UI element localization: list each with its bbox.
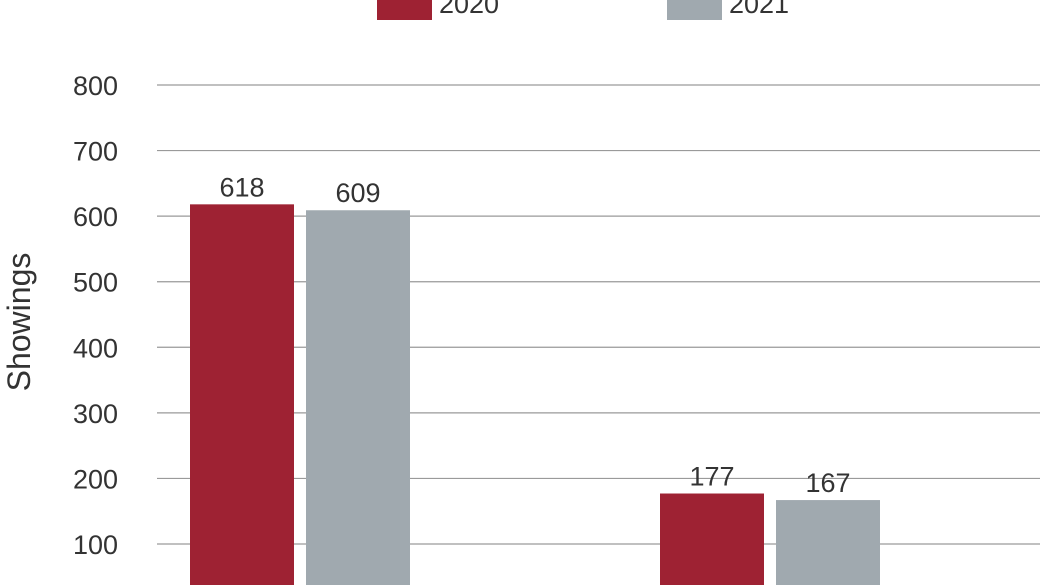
y-axis-ticks: 100 200 300 400 500 600 700 800 <box>73 71 118 560</box>
bars <box>190 204 880 585</box>
legend-swatch-2020 <box>377 0 432 20</box>
bar-2021-1 <box>306 210 410 585</box>
gridlines <box>157 84 1040 545</box>
data-label: 609 <box>335 178 380 208</box>
bar-2020-2 <box>660 493 764 585</box>
y-tick-label: 800 <box>73 71 118 101</box>
y-axis-label: Showings <box>1 253 37 392</box>
legend: 2020 2021 <box>377 0 789 20</box>
data-labels: 618 177 609 167 <box>219 172 850 498</box>
legend-label: 2021 <box>729 0 789 19</box>
y-tick-label: 700 <box>73 137 118 167</box>
y-tick-label: 600 <box>73 202 118 232</box>
legend-swatch-2021 <box>667 0 722 20</box>
y-tick-label: 100 <box>73 530 118 560</box>
legend-label: 2020 <box>439 0 499 19</box>
data-label: 618 <box>219 172 264 202</box>
bar-2020-1 <box>190 204 294 585</box>
bar-2021-2 <box>776 500 880 585</box>
data-label: 167 <box>805 468 850 498</box>
y-tick-label: 500 <box>73 268 118 298</box>
y-tick-label: 300 <box>73 399 118 429</box>
y-tick-label: 400 <box>73 333 118 363</box>
y-tick-label: 200 <box>73 464 118 494</box>
data-label: 177 <box>689 462 734 492</box>
